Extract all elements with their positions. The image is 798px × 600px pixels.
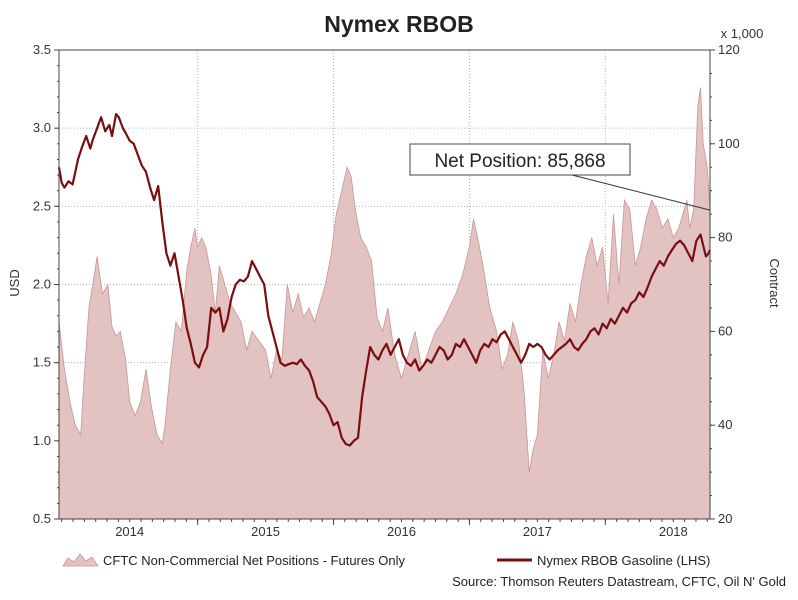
left-tick-label: 3.5 xyxy=(33,42,51,57)
right-tick-label: 40 xyxy=(718,417,732,432)
line-series xyxy=(57,113,712,447)
legend: CFTC Non-Commercial Net Positions - Futu… xyxy=(62,553,710,568)
left-axis: 0.5 1.0 1.5 2.0 2.5 3.0 3.5 xyxy=(33,42,59,526)
annotation-box xyxy=(409,143,631,176)
legend-area-shape xyxy=(62,553,99,567)
right-tick-label: 120 xyxy=(718,42,740,57)
left-tick-label: 1.0 xyxy=(33,433,51,448)
x-tick-label: 2016 xyxy=(387,524,416,539)
plot-area xyxy=(57,49,712,520)
x-tick-label: 2018 xyxy=(659,524,688,539)
source-note: Source: Thomson Reuters Datastream, CFTC… xyxy=(452,574,786,589)
legend-label-rbob: Nymex RBOB Gasoline (LHS) xyxy=(537,553,710,568)
net-positions-area xyxy=(58,87,711,520)
rbob-price-line xyxy=(57,113,712,447)
x-axis: 2014 2015 2016 2017 2018 xyxy=(61,519,708,539)
right-tick-label: 100 xyxy=(718,136,740,151)
left-tick-label: 2.0 xyxy=(33,277,51,292)
x-tick-label: 2014 xyxy=(115,524,144,539)
left-axis-label: USD xyxy=(7,269,22,296)
net-position-annotation: Net Position: 85,868 xyxy=(409,143,711,211)
right-tick-label: 20 xyxy=(718,511,732,526)
chart-title: Nymex RBOB xyxy=(324,11,474,37)
right-tick-label: 80 xyxy=(718,230,732,245)
left-tick-label: 3.0 xyxy=(33,120,51,135)
x-tick-label: 2017 xyxy=(523,524,552,539)
left-tick-label: 2.5 xyxy=(33,198,51,213)
x-tick-label: 2015 xyxy=(251,524,280,539)
legend-label-net-positions: CFTC Non-Commercial Net Positions - Futu… xyxy=(103,553,405,568)
right-axis-multiplier: x 1,000 xyxy=(721,26,764,41)
left-tick-label: 1.5 xyxy=(33,355,51,370)
right-axis: 20 40 60 80 100 120 xyxy=(710,42,740,526)
legend-area-swatch xyxy=(62,553,99,567)
left-tick-label: 0.5 xyxy=(33,511,51,526)
annotation-text: Net Position: 85,868 xyxy=(434,151,605,172)
right-tick-label: 60 xyxy=(718,323,732,338)
area-series xyxy=(58,87,711,520)
annotation-leader-line xyxy=(571,174,711,211)
right-axis-label: Contract xyxy=(767,258,782,308)
